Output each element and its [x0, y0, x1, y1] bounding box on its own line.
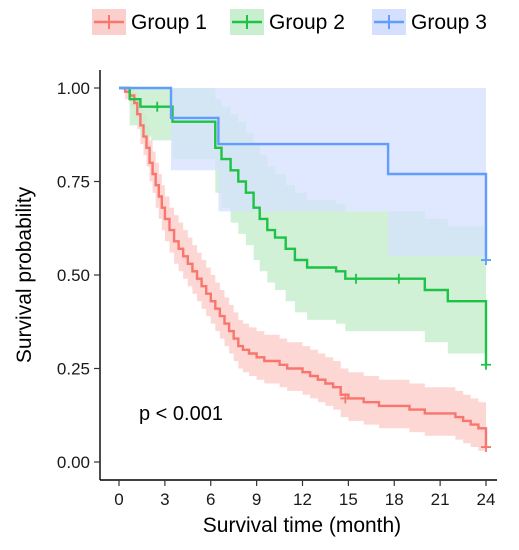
x-tick-label: 3: [160, 490, 169, 509]
legend-label-group-1: Group 1: [131, 11, 207, 34]
censor-mark-group-2: [152, 101, 163, 112]
x-tick-label: 6: [206, 490, 215, 509]
legend-label-group-3: Group 3: [411, 11, 487, 34]
y-tick-label: 0.50: [57, 266, 90, 285]
censor-mark-group-2: [481, 359, 491, 370]
survival-curves: [119, 86, 488, 447]
y-tick-label: 0.25: [57, 360, 90, 379]
x-tick-label: 24: [477, 490, 496, 509]
p-value-annotation: p < 0.001: [139, 403, 223, 425]
censor-mark-group-1: [340, 393, 351, 404]
x-axis-title: Survival time (month): [203, 514, 401, 537]
axes: 0 3 6 9 12 15 18 21 24 0.00 0.25 0.50 0.75 1.00: [57, 70, 497, 509]
x-tick-label: 9: [252, 490, 261, 509]
y-tick-label: 0.00: [57, 453, 90, 472]
y-axis-title: Survival probability: [13, 186, 36, 363]
censor-mark-group-2: [393, 273, 404, 284]
legend-label-group-2: Group 2: [269, 11, 345, 34]
x-tick-label: 21: [431, 490, 450, 509]
y-tick-label: 0.75: [57, 173, 90, 192]
survival-curve-group-3: [119, 86, 488, 260]
x-tick-label: 18: [385, 490, 404, 509]
censor-mark-group-1: [481, 442, 491, 453]
x-tick-label: 15: [339, 490, 358, 509]
x-tick-label: 0: [114, 490, 123, 509]
y-tick-label: 1.00: [57, 79, 90, 98]
x-tick-label: 12: [293, 490, 312, 509]
censor-mark-group-3: [481, 255, 491, 266]
survival-curve-group-1: [119, 86, 488, 447]
survival-curve-group-2: [119, 86, 488, 365]
confidence-band-group-3: [119, 88, 486, 257]
censor-mark-group-2: [351, 273, 362, 284]
legend: Group 1 Group 2 Group 3: [92, 9, 487, 35]
censor-marks: [152, 101, 491, 453]
